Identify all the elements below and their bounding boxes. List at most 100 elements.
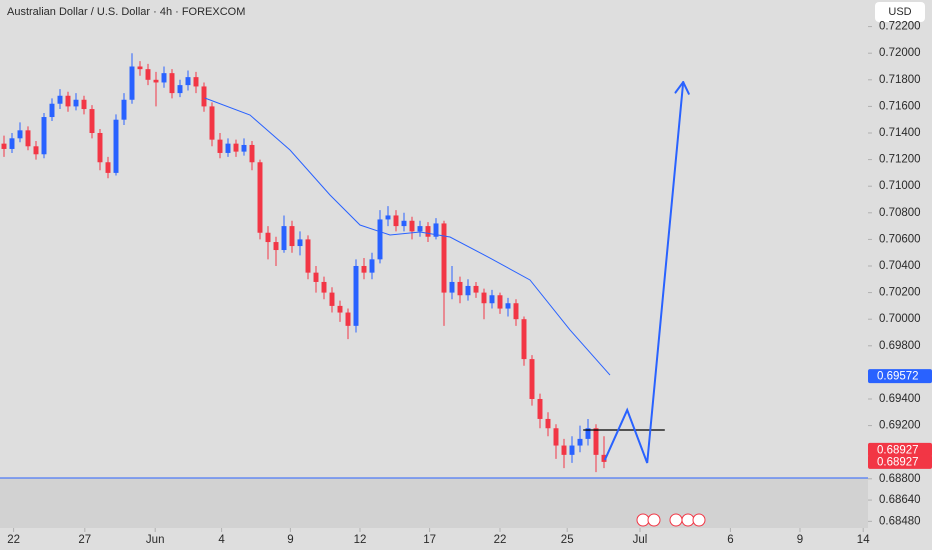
arrow-head <box>682 81 690 95</box>
x-tick-label: Jun <box>146 534 165 546</box>
currency-button[interactable] <box>875 2 925 22</box>
candle-body <box>369 259 375 273</box>
event-icons[interactable] <box>636 513 706 527</box>
event-icon[interactable] <box>669 513 683 527</box>
candle-body <box>337 305 343 313</box>
candle-body <box>1 143 7 149</box>
x-tick-label: 6 <box>727 534 733 546</box>
candle-body <box>105 162 111 173</box>
candle-body <box>265 232 271 243</box>
x-tick-label: 9 <box>287 534 293 546</box>
y-tick-label: 0.68640 <box>879 494 921 506</box>
y-tick-label: 0.70800 <box>879 207 921 219</box>
projection-path <box>603 81 685 464</box>
candle-body <box>401 220 407 227</box>
event-icon[interactable] <box>647 513 661 527</box>
y-tick-label: 0.69400 <box>879 393 921 405</box>
y-tick-label: 0.72000 <box>879 47 921 59</box>
candle-body <box>553 428 559 446</box>
candle-body <box>377 219 383 260</box>
x-tick-label: 17 <box>423 534 436 546</box>
candle-body <box>33 146 39 155</box>
candle-body <box>65 95 71 107</box>
candle-body <box>57 95 63 104</box>
x-tick-label: 27 <box>78 534 91 546</box>
y-tick-label: 0.70600 <box>879 233 921 245</box>
candle-body <box>449 281 455 293</box>
candle-body <box>41 117 47 155</box>
candle-body <box>121 99 127 120</box>
candle-body <box>281 226 287 251</box>
candle-body <box>257 162 263 233</box>
candle-body <box>537 398 543 419</box>
candle-body <box>321 281 327 293</box>
candle-body <box>89 109 95 133</box>
candle-body <box>185 77 191 86</box>
candle-body <box>17 130 23 139</box>
candle-body <box>25 130 31 147</box>
candle-body <box>297 239 303 247</box>
candle-body <box>209 106 215 140</box>
candle-body <box>585 428 591 439</box>
event-icon[interactable] <box>692 513 706 527</box>
candle-body <box>73 99 79 107</box>
candle-body <box>193 77 199 87</box>
candle-body <box>577 438 583 446</box>
y-tick-label: 0.68480 <box>879 515 921 527</box>
price-tag <box>868 369 932 384</box>
candle-body <box>409 220 415 232</box>
x-tick-label: Jul <box>633 534 648 546</box>
candle-body <box>513 303 519 320</box>
price-tag-label: 0.68927 <box>877 444 919 456</box>
candle-body <box>457 281 463 296</box>
moving-average <box>204 97 611 376</box>
candle-body <box>521 319 527 360</box>
candle-body <box>177 85 183 94</box>
candle-body <box>441 223 447 293</box>
candle-body <box>361 265 367 273</box>
event-icon[interactable] <box>681 513 695 527</box>
price-tag-label: 0.68927 <box>877 456 919 468</box>
candle-body <box>561 445 567 455</box>
y-tick-label: 0.71000 <box>879 180 921 192</box>
candle-body <box>545 418 551 429</box>
candle-body <box>153 79 159 83</box>
candle-body <box>241 144 247 152</box>
candle-body <box>417 226 423 232</box>
event-icon[interactable] <box>636 513 650 527</box>
y-tick-label: 0.70000 <box>879 313 921 325</box>
candle-body <box>465 285 471 296</box>
candle-body <box>569 445 575 455</box>
chart-title: Australian Dollar / U.S. Dollar · 4h · F… <box>7 6 245 18</box>
candle-body <box>329 292 335 306</box>
candle-body <box>433 223 439 237</box>
candle-body <box>313 272 319 282</box>
y-tick-label: 0.69800 <box>879 340 921 352</box>
y-tick-label: 0.71600 <box>879 100 921 112</box>
y-tick-label: 0.71800 <box>879 74 921 86</box>
price-tag <box>868 442 932 457</box>
candle-body <box>481 292 487 304</box>
candle-body <box>49 103 55 118</box>
candle-body <box>473 285 479 293</box>
candle-body <box>217 139 223 153</box>
candle-body <box>425 226 431 237</box>
candle-body <box>113 119 119 173</box>
candle-body <box>161 73 167 83</box>
candle-body <box>305 239 311 273</box>
candle-body <box>289 226 295 247</box>
arrow-head <box>674 81 685 94</box>
x-tick-label: 25 <box>561 534 574 546</box>
y-tick-label: 0.71400 <box>879 127 921 139</box>
currency-label[interactable]: USD <box>888 6 911 18</box>
y-tick-label: 0.69200 <box>879 420 921 432</box>
x-tick-label: 22 <box>494 534 507 546</box>
candle-body <box>225 143 231 153</box>
candle-body <box>233 143 239 152</box>
candle-body <box>593 428 599 455</box>
x-tick-label: 9 <box>797 534 803 546</box>
candle-body <box>345 312 351 326</box>
price-tag <box>868 454 932 469</box>
